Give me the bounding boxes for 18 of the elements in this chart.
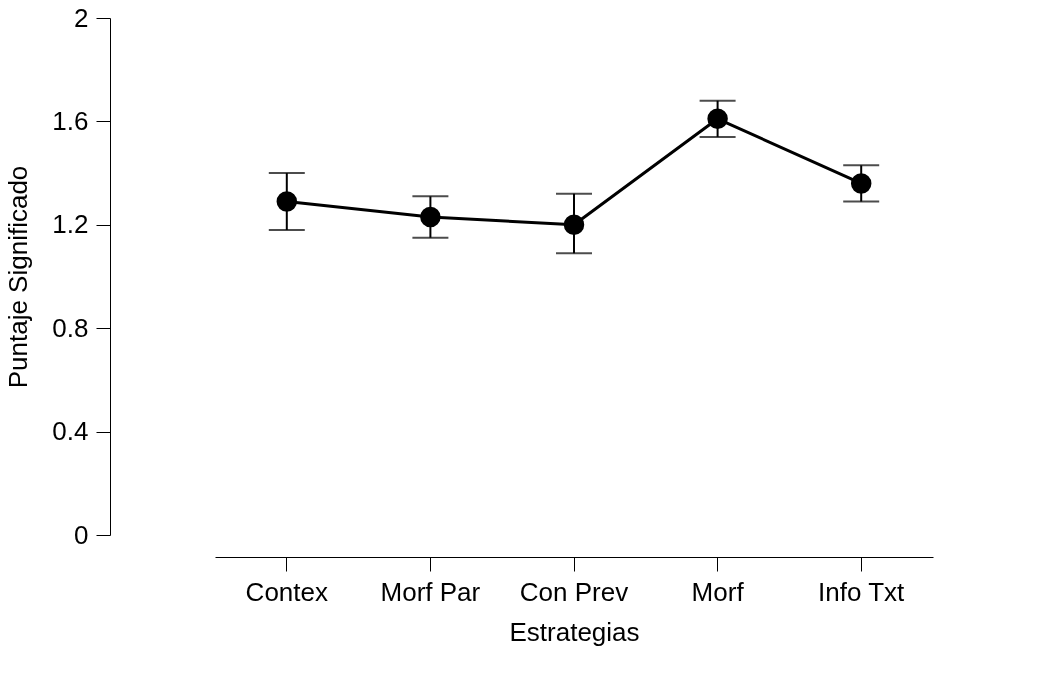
y-tick-label: 0.8 bbox=[52, 312, 89, 343]
y-axis-title: Puntaje Significado bbox=[3, 165, 34, 389]
x-tick-label: Contex bbox=[245, 576, 328, 607]
x-tick-label: Info Txt bbox=[818, 576, 906, 607]
x-axis-title: Estrategias bbox=[509, 616, 640, 647]
point bbox=[850, 173, 872, 194]
y-tick-label: 1.6 bbox=[52, 105, 89, 136]
y-tick-label: 2 bbox=[74, 2, 89, 33]
point bbox=[707, 108, 728, 130]
x-tick-label: Con Prev bbox=[519, 576, 629, 607]
point bbox=[420, 206, 441, 228]
y-tick-label: 1.2 bbox=[52, 209, 89, 240]
point bbox=[276, 191, 298, 212]
y-tick-label: 0.4 bbox=[52, 416, 89, 447]
x-tick-label: Morf Par bbox=[380, 576, 481, 607]
x-tick-label: Morf bbox=[691, 576, 745, 607]
point bbox=[563, 214, 585, 236]
y-tick-label: 0 bbox=[74, 519, 89, 550]
